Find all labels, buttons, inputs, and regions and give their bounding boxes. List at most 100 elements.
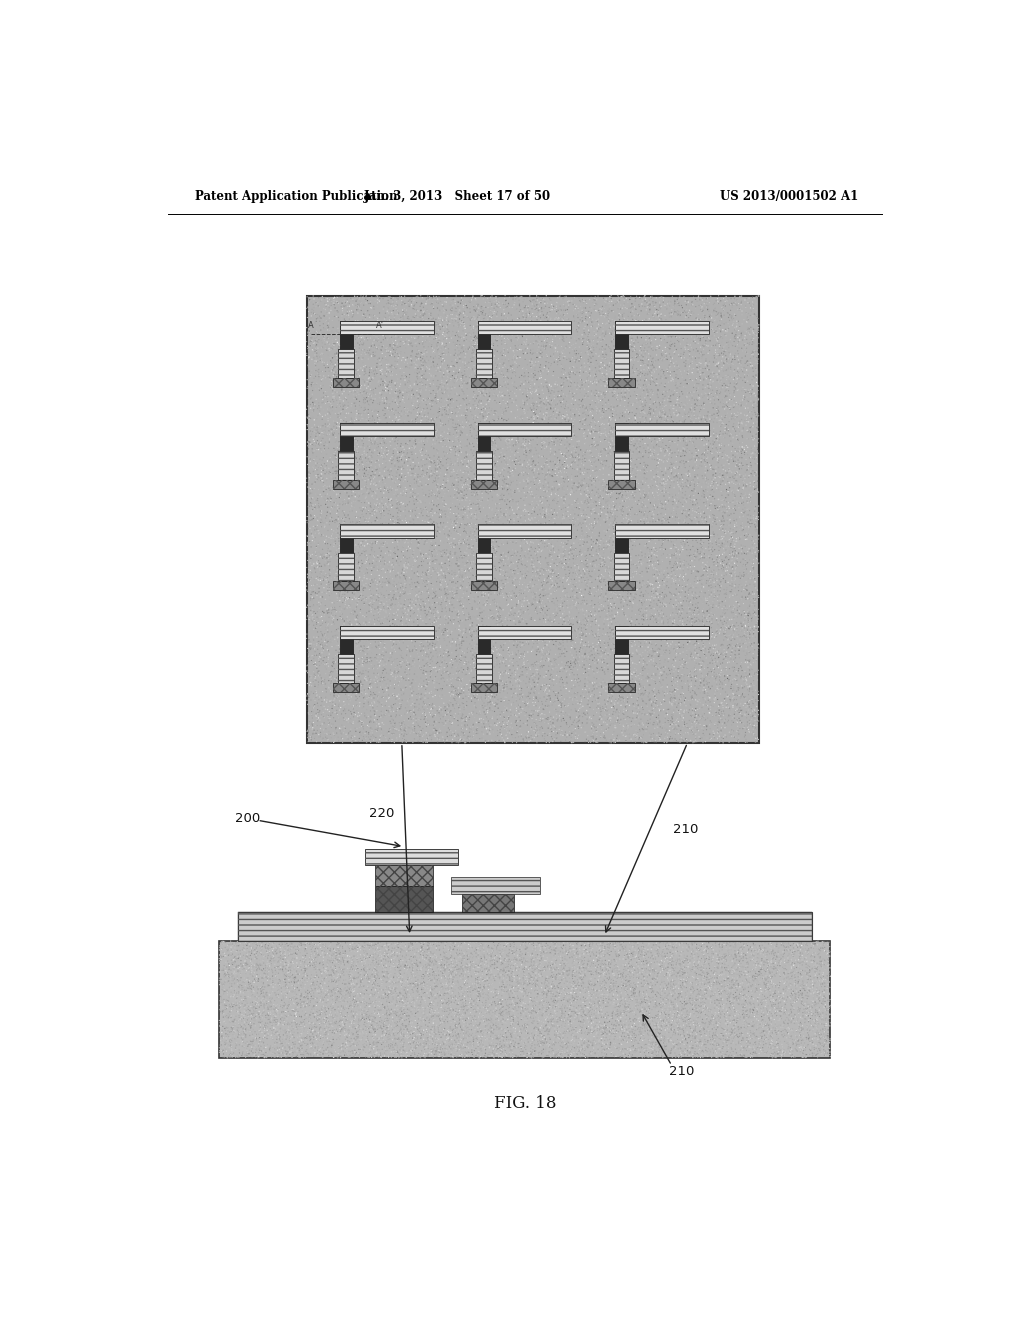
Point (387, 664, 403, 685)
Point (653, 956, 670, 977)
Point (409, 1026, 425, 1047)
Point (808, 939, 824, 960)
Point (556, 981, 572, 1002)
Point (584, 312, 600, 333)
Point (321, 672, 337, 693)
Point (555, 330, 571, 351)
Point (553, 1015, 569, 1036)
Point (592, 304, 608, 325)
Point (428, 312, 444, 333)
Point (462, 334, 478, 355)
Point (469, 459, 485, 480)
Point (679, 648, 695, 669)
Point (509, 412, 525, 433)
Point (606, 376, 623, 397)
Point (423, 941, 439, 962)
Point (321, 669, 337, 690)
Point (694, 990, 711, 1011)
Point (323, 684, 339, 705)
Point (564, 1001, 581, 1022)
Point (633, 502, 649, 523)
Point (321, 628, 337, 649)
Point (450, 345, 466, 366)
Point (701, 458, 718, 479)
Point (659, 942, 676, 964)
Point (628, 404, 644, 425)
Point (736, 289, 753, 310)
Point (515, 1015, 531, 1036)
Point (781, 961, 798, 982)
Point (733, 1024, 750, 1045)
Point (702, 574, 719, 595)
Point (530, 387, 547, 408)
Point (301, 975, 317, 997)
Point (301, 609, 317, 630)
Point (570, 450, 587, 471)
Point (528, 644, 545, 665)
Point (226, 982, 243, 1003)
Point (464, 598, 480, 619)
Point (571, 1019, 588, 1040)
Point (377, 978, 393, 999)
Point (438, 325, 455, 346)
Point (653, 657, 670, 678)
Point (748, 602, 764, 623)
Point (749, 731, 765, 752)
Point (808, 969, 824, 990)
Point (601, 411, 617, 432)
Point (586, 408, 602, 429)
Point (475, 645, 492, 667)
Point (786, 1012, 803, 1034)
Point (644, 380, 660, 401)
Point (306, 645, 323, 667)
Point (378, 579, 394, 601)
Point (484, 671, 501, 692)
Point (764, 1030, 780, 1051)
Point (380, 558, 396, 579)
Point (359, 517, 376, 539)
Point (660, 615, 677, 636)
Point (496, 1022, 512, 1043)
Point (336, 309, 352, 330)
Point (532, 1035, 549, 1056)
Point (392, 375, 409, 396)
Point (342, 933, 358, 954)
Point (812, 994, 828, 1015)
Point (524, 399, 541, 420)
Point (336, 970, 352, 991)
Point (719, 1028, 735, 1049)
Point (714, 565, 730, 586)
Point (459, 973, 475, 994)
Point (385, 438, 401, 459)
Point (422, 416, 438, 437)
Point (496, 513, 512, 535)
Point (684, 1031, 700, 1052)
Point (485, 933, 502, 954)
Point (681, 949, 697, 970)
Point (331, 432, 347, 453)
Point (347, 599, 364, 620)
Point (584, 941, 600, 962)
Point (735, 946, 752, 968)
Point (307, 558, 324, 579)
Point (627, 968, 643, 989)
Point (441, 1007, 458, 1028)
Point (421, 702, 437, 723)
Point (738, 459, 755, 480)
Point (328, 474, 344, 495)
Point (738, 718, 755, 739)
Point (694, 688, 711, 709)
Point (433, 351, 450, 372)
Point (508, 644, 524, 665)
Point (812, 1022, 828, 1043)
Point (313, 424, 330, 445)
Point (485, 572, 502, 593)
Point (536, 1032, 552, 1053)
Point (746, 719, 763, 741)
Point (377, 309, 393, 330)
Point (498, 936, 514, 957)
Point (415, 979, 431, 1001)
Point (368, 975, 384, 997)
Point (381, 1038, 397, 1059)
Point (357, 989, 374, 1010)
